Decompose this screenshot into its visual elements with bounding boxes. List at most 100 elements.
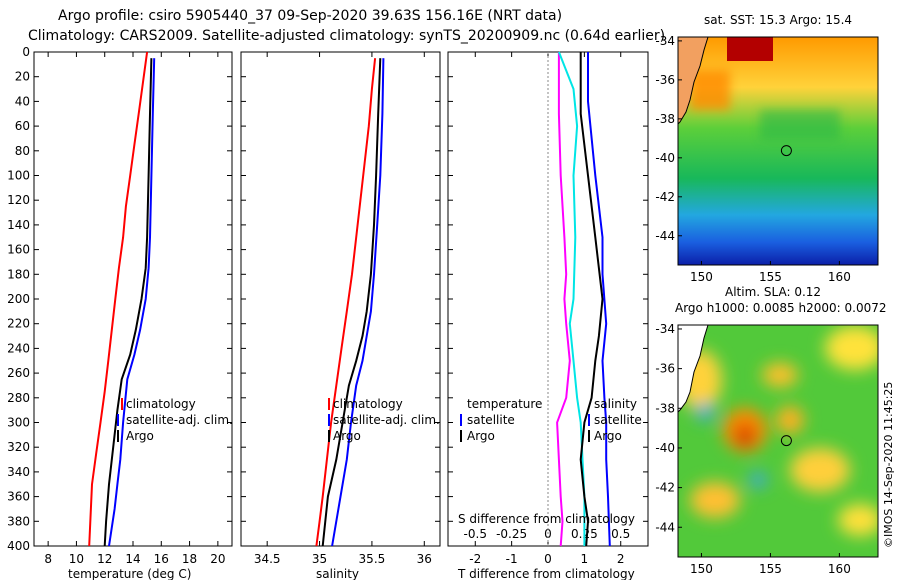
series-line-argo xyxy=(103,58,153,547)
depth-tick-label: 140 xyxy=(7,218,30,232)
salinity-y-ticks xyxy=(241,51,440,547)
x-tick-label: -1 xyxy=(506,552,518,566)
legend-temp-satellite: satellite xyxy=(467,413,515,427)
x-tick-label: 14 xyxy=(125,552,140,566)
depth-tick-label: 360 xyxy=(7,490,30,504)
salinity-legend: climatology satellite-adj. clim. Argo xyxy=(328,397,440,443)
salinity-axes xyxy=(240,51,441,547)
lat-tick-label: -36 xyxy=(655,73,675,87)
lat-tick-label: -38 xyxy=(655,401,675,415)
lon-tick-label: 155 xyxy=(759,270,782,284)
lat-tick-label: -42 xyxy=(655,481,675,495)
lat-tick-label: -38 xyxy=(655,112,675,126)
s-diff-tick-label: -0.5 xyxy=(464,527,487,541)
depth-tick-label: 280 xyxy=(7,391,30,405)
legend-temp-argo: Argo xyxy=(467,429,495,443)
depth-tick-label: 260 xyxy=(7,366,30,380)
sla-map: Altim. SLA: 0.12 Argo h1000: 0.0085 h200… xyxy=(655,285,886,576)
x-tick-label: 35 xyxy=(312,552,327,566)
salinity-xlabel: salinity xyxy=(316,567,359,580)
difference-series xyxy=(547,51,611,547)
salinity-x-axis: 34.5 35 35.5 36 xyxy=(254,52,432,566)
sst-mid-green xyxy=(760,110,840,140)
lat-tick-label: -34 xyxy=(655,322,675,336)
sst-coastline xyxy=(678,37,709,125)
sla-map-title-2: Argo h1000: 0.0085 h2000: 0.0072 xyxy=(675,301,887,315)
sst-map-title: sat. SST: 15.3 Argo: 15.4 xyxy=(704,13,852,27)
legend-argo: Argo xyxy=(126,429,154,443)
series-line-climatology xyxy=(88,51,149,547)
s-difference-xlabel: S difference from climatology xyxy=(458,512,635,526)
x-tick-label: 35.5 xyxy=(359,552,386,566)
salinity-series xyxy=(315,58,385,547)
series-line-satellite-adj-clim- xyxy=(108,58,156,547)
depth-tick-label: 400 xyxy=(7,539,30,553)
sla-anomalies xyxy=(678,326,878,536)
depth-tick-label: 320 xyxy=(7,440,30,454)
sst-land xyxy=(678,37,708,122)
legend-sal-argo: Argo xyxy=(594,429,622,443)
temperature-axes xyxy=(33,51,233,547)
copyright-stamp: ©IMOS 14-Sep-2020 11:45:25 xyxy=(882,382,895,548)
depth-tick-label: 80 xyxy=(15,144,30,158)
temperature-x-axis: 8 10 12 14 16 18 20 xyxy=(44,52,225,566)
series-line-climatology xyxy=(315,58,377,547)
sla-map-frame xyxy=(677,324,879,558)
lon-tick-label: 160 xyxy=(828,562,851,576)
sst-map: sat. SST: 15.3 Argo: 15.4 150 155 160 -34 -3… xyxy=(655,13,879,284)
x-tick-label: 10 xyxy=(69,552,84,566)
legend-temperature-title: temperature xyxy=(467,397,542,411)
depth-tick-label: 380 xyxy=(7,514,30,528)
t-difference-xlabel: T difference from climatology xyxy=(457,567,635,580)
lat-tick-label: -34 xyxy=(655,34,675,48)
sst-map-axes: 150 155 160 -34 -36 -38 -40 -42 -44 xyxy=(655,34,850,284)
lon-tick-label: 160 xyxy=(828,270,851,284)
lat-tick-label: -44 xyxy=(655,520,675,534)
x-tick-label: 20 xyxy=(210,552,225,566)
x-tick-label: 1 xyxy=(581,552,589,566)
temperature-xlabel: temperature (deg C) xyxy=(68,567,191,580)
series-line-argo xyxy=(321,58,382,547)
temperature-series xyxy=(88,51,156,547)
legend-argo: Argo xyxy=(333,429,361,443)
title-line-2: Climatology: CARS2009. Satellite-adjuste… xyxy=(28,28,665,44)
sla-land xyxy=(678,325,708,412)
lat-tick-label: -40 xyxy=(655,151,675,165)
s-diff-tick-label: 0.5 xyxy=(611,527,630,541)
argo-location-marker xyxy=(780,435,792,447)
x-tick-label: 0 xyxy=(544,552,552,566)
legend-climatology: climatology xyxy=(333,397,403,411)
sla-map-title-1: Altim. SLA: 0.12 xyxy=(725,285,821,299)
legend-satellite-adj: satellite-adj. clim. xyxy=(333,413,440,427)
depth-axis: 0 20 40 60 80 100 120 140 160 180 200 220 240 260 280 3… xyxy=(7,45,232,553)
series-line-salinity-argo xyxy=(587,52,611,547)
legend-satellite-adj: satellite-adj. clim. xyxy=(126,413,233,427)
series-line-salinity-satellite xyxy=(557,51,586,546)
x-tick-label: 2 xyxy=(617,552,625,566)
sst-orange-band xyxy=(690,70,730,110)
series-line-satellite-adj-clim- xyxy=(331,58,385,547)
lat-tick-label: -42 xyxy=(655,190,675,204)
x-tick-label: 18 xyxy=(182,552,197,566)
depth-tick-label: 340 xyxy=(7,465,30,479)
s-diff-tick-label: -0.25 xyxy=(496,527,527,541)
series-line-temperature-satellite xyxy=(556,52,571,547)
depth-tick-label: 20 xyxy=(15,70,30,84)
lat-tick-label: -40 xyxy=(655,441,675,455)
difference-legend: temperature satellite Argo salinity sate… xyxy=(460,397,642,443)
series-line-temperature-argo xyxy=(579,52,604,547)
lon-tick-label: 150 xyxy=(690,270,713,284)
lat-tick-label: -44 xyxy=(655,229,675,243)
depth-tick-label: 200 xyxy=(7,292,30,306)
x-tick-label: 36 xyxy=(417,552,432,566)
difference-axes xyxy=(447,51,649,547)
salinity-panel: 34.5 35 35.5 36 salinity climatology satell… xyxy=(240,51,441,580)
lat-tick-label: -36 xyxy=(655,362,675,376)
depth-tick-label: 40 xyxy=(15,94,30,108)
x-tick-label: 16 xyxy=(154,552,169,566)
legend-sal-satellite: satellite xyxy=(594,413,642,427)
legend-salinity-title: salinity xyxy=(594,397,637,411)
depth-tick-label: 240 xyxy=(7,341,30,355)
